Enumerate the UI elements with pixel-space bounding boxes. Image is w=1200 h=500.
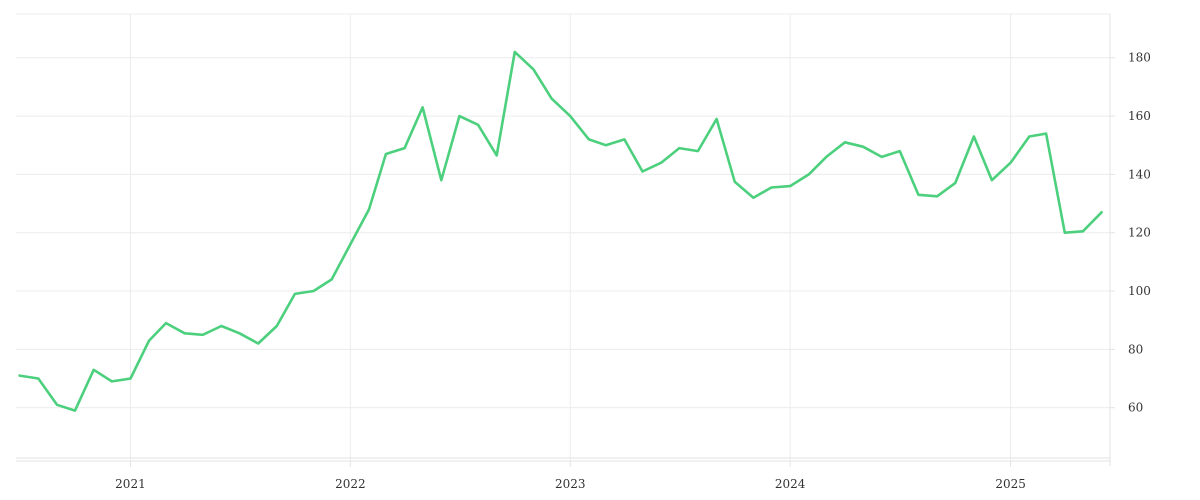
y-tick-label: 140	[1128, 167, 1151, 181]
x-tick-label: 2025	[995, 477, 1026, 491]
gridlines	[16, 13, 1110, 461]
y-tick-label: 100	[1128, 284, 1151, 298]
x-tick-label: 2024	[775, 477, 806, 491]
x-tick-label: 2023	[555, 477, 586, 491]
y-tick-label: 160	[1128, 109, 1151, 123]
x-tick-label: 2022	[335, 477, 366, 491]
series-line-0	[18, 50, 1103, 412]
y-tick-label: 120	[1128, 226, 1151, 240]
x-tick-label: 2021	[115, 477, 146, 491]
y-tick-label: 80	[1128, 342, 1143, 356]
y-tick-label: 60	[1128, 401, 1143, 415]
y-tick-label: 180	[1128, 51, 1151, 65]
